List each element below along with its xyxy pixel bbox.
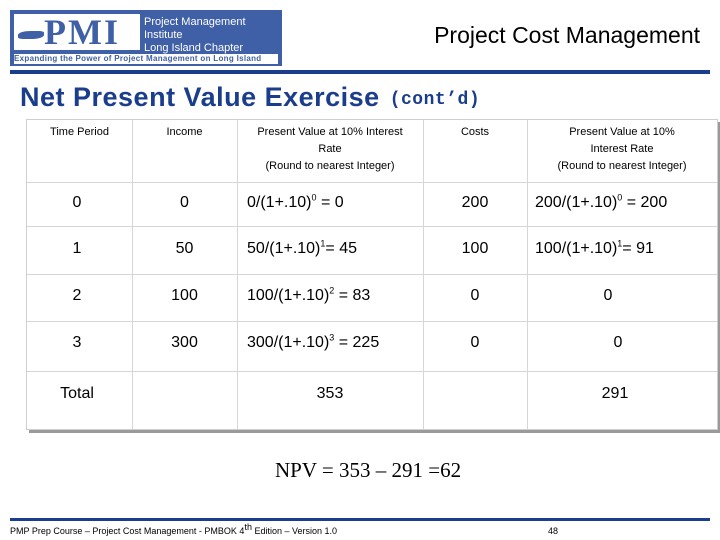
header-pv-income-line: Rate <box>318 143 342 155</box>
pv-result: = 0 <box>316 194 344 211</box>
pmi-logo: PMI Project Management Institute Long Is… <box>10 10 282 66</box>
long-island-map-icon <box>18 31 44 39</box>
header-pv-income: Present Value at 10% Interest Rate (Roun… <box>237 124 423 175</box>
header-pv-costs-line: (Round to nearest Integer) <box>557 160 687 172</box>
pv-exponent: 0 <box>311 192 317 203</box>
header-pv-costs: Present Value at 10% Interest Rate (Roun… <box>527 124 717 175</box>
pmi-logo-mark: PMI <box>14 14 140 50</box>
logo-tagline: Expanding the Power of Project Managemen… <box>14 54 278 64</box>
heading-main: Net Present Value Exercise <box>20 82 380 112</box>
cell-pv-income: 50/(1+.10)1= 45 <box>247 239 357 259</box>
cell-pv-income: 0/(1+.10)0 = 0 <box>247 193 344 213</box>
cell-period: 1 <box>72 240 82 257</box>
cell-pv-costs: 200/(1+.10)0 = 200 <box>535 193 667 213</box>
bottom-divider <box>10 518 710 521</box>
header-pv-costs-line: Present Value at 10% <box>569 126 675 138</box>
logo-line-2: Long Island Chapter <box>144 42 244 54</box>
page-heading: Net Present Value Exercise (cont’d) <box>20 82 480 113</box>
pv-formula: 50/(1+.10) <box>247 240 321 257</box>
total-label: Total <box>60 385 94 402</box>
npv-table: Time Period Income Present Value at 10% … <box>26 119 718 430</box>
cpv-formula: 100/(1+.10) <box>535 240 618 257</box>
row-divider <box>27 226 717 227</box>
row-divider <box>27 321 717 322</box>
top-divider <box>10 70 710 74</box>
row-divider <box>27 182 717 183</box>
cell-pv-income: 300/(1+.10)3 = 225 <box>247 333 379 353</box>
pv-exponent: 1 <box>320 238 326 249</box>
row-divider <box>27 371 717 372</box>
header-costs: Costs <box>460 126 490 138</box>
pmi-logo-letters: PMI <box>44 12 120 52</box>
cpv-result: = 200 <box>622 194 668 211</box>
footer-main: PMP Prep Course – Project Cost Managemen… <box>10 526 245 536</box>
header-pv-costs-line: Interest Rate <box>590 143 654 155</box>
page-number: 48 <box>548 526 559 536</box>
total-pv-costs: 291 <box>601 385 629 402</box>
cell-pv-income: 100/(1+.10)2 = 83 <box>247 286 370 306</box>
header-pv-income-line: (Round to nearest Integer) <box>265 160 395 172</box>
slide-title: Project Cost Management <box>434 22 700 48</box>
total-pv-income: 353 <box>316 385 344 402</box>
cell-period: 0 <box>72 194 82 211</box>
pv-exponent: 3 <box>329 332 335 343</box>
cell-pv-costs: 0 <box>613 334 623 351</box>
cell-period: 2 <box>72 287 82 304</box>
footer-text: PMP Prep Course – Project Cost Managemen… <box>10 523 338 537</box>
cell-income: 50 <box>175 240 194 257</box>
cell-period: 3 <box>72 334 82 351</box>
cpv-formula: 200/(1+.10) <box>535 194 618 211</box>
cell-income: 0 <box>180 194 189 211</box>
cpv-exponent: 0 <box>617 192 623 203</box>
cell-pv-costs: 100/(1+.10)1= 91 <box>535 239 654 259</box>
footer-sup: th <box>244 522 252 532</box>
footer-edition: Edition – Version 1.0 <box>251 526 338 536</box>
cell-costs: 0 <box>470 287 480 304</box>
heading-cont: (cont’d) <box>389 90 481 110</box>
cell-income: 300 <box>171 334 198 351</box>
pv-formula: 0/(1+.10) <box>247 194 312 211</box>
cpv-result: = 91 <box>622 240 654 257</box>
header-time-period: Time Period <box>50 126 109 138</box>
pv-formula: 300/(1+.10) <box>247 334 330 351</box>
cell-costs: 200 <box>461 194 489 211</box>
pv-result: = 83 <box>334 287 371 304</box>
cpv-exponent: 1 <box>617 238 623 249</box>
logo-line-1: Project Management Institute <box>144 16 246 41</box>
pv-result: = 45 <box>325 240 357 257</box>
cell-costs: 0 <box>470 334 480 351</box>
pv-exponent: 2 <box>329 285 335 296</box>
pv-result: = 225 <box>334 334 380 351</box>
logo-institute-name: Project Management Institute Long Island… <box>144 16 282 55</box>
pv-formula: 100/(1+.10) <box>247 287 330 304</box>
cell-pv-costs: 0 <box>603 287 613 304</box>
header-pv-income-line: Present Value at 10% Interest <box>257 126 403 138</box>
row-divider <box>27 274 717 275</box>
cell-income: 100 <box>171 287 198 304</box>
cell-costs: 100 <box>461 240 489 257</box>
npv-result: NPV = 353 – 291 =62 <box>275 458 462 482</box>
header-income: Income <box>166 126 203 138</box>
